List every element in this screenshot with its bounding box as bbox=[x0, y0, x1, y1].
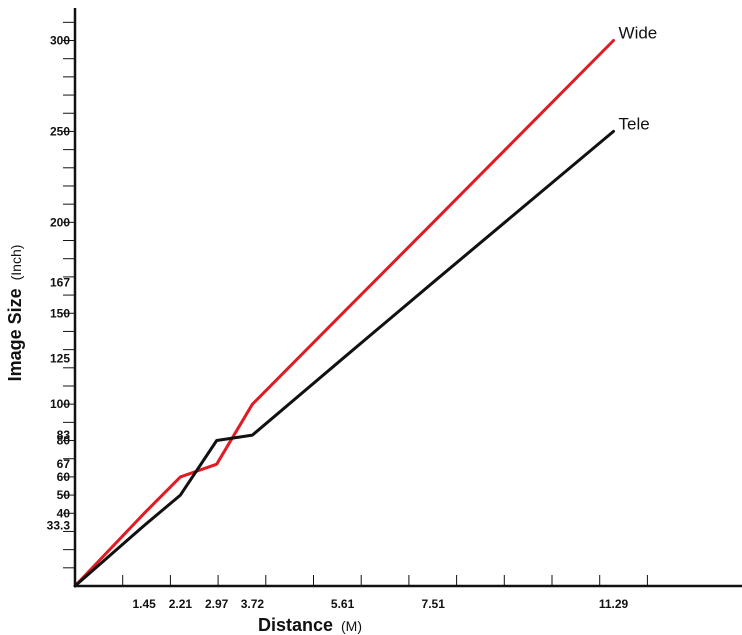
x-tick-label-2-21: 2.21 bbox=[169, 597, 193, 611]
y-tick-label-80: 80 bbox=[57, 434, 71, 448]
y-axis-title: Image Size (Inch) bbox=[5, 245, 25, 382]
y-tick-label-250: 250 bbox=[50, 124, 70, 138]
y-tick-label-60: 60 bbox=[57, 470, 71, 484]
y-tick-label-125: 125 bbox=[50, 352, 70, 366]
y-tick-label-83: 83 bbox=[57, 428, 71, 442]
ticks-layer bbox=[63, 21, 648, 586]
y-tick-label-167: 167 bbox=[50, 275, 70, 289]
series-layer bbox=[73, 39, 615, 588]
x-tick-label-11-29: 11.29 bbox=[599, 597, 629, 611]
y-tick-label-100: 100 bbox=[50, 397, 70, 411]
y-tick-label-67: 67 bbox=[57, 457, 71, 471]
y-tick-label-200: 200 bbox=[50, 215, 70, 229]
x-tick-label-7-51: 7.51 bbox=[422, 597, 446, 611]
y-axis-title-main: Image Size bbox=[5, 288, 25, 381]
y-tick-label-300: 300 bbox=[50, 34, 70, 48]
x-axis-title: Distance (M) bbox=[258, 615, 362, 635]
y-tick-label-33-3: 33.3 bbox=[47, 518, 71, 532]
x-tick-label-2-97: 2.97 bbox=[205, 597, 229, 611]
x-tick-label-1-45: 1.45 bbox=[132, 597, 156, 611]
y-tick-label-40: 40 bbox=[57, 506, 71, 520]
series-line-wide bbox=[73, 39, 615, 588]
series-label-tele: Tele bbox=[619, 114, 650, 133]
y-tick-label-150: 150 bbox=[50, 306, 70, 320]
x-tick-label-5-61: 5.61 bbox=[331, 597, 355, 611]
x-tick-label-3-72: 3.72 bbox=[241, 597, 265, 611]
x-axis-title-unit: (M) bbox=[341, 618, 362, 634]
series-line-tele bbox=[73, 129, 615, 588]
x-axis-title-main: Distance bbox=[258, 615, 333, 635]
y-axis-title-unit: (Inch) bbox=[8, 245, 24, 281]
series-label-wide: Wide bbox=[619, 24, 658, 43]
y-tick-label-50: 50 bbox=[57, 488, 71, 502]
